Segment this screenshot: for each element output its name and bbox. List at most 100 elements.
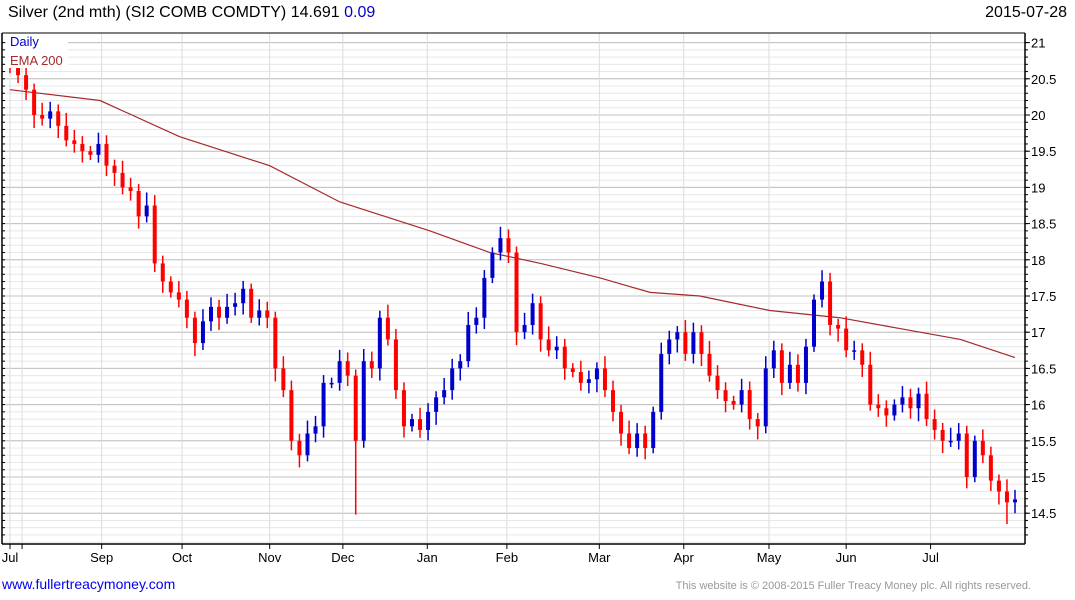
x-tick-label: Jul xyxy=(2,550,19,565)
candle-body xyxy=(273,317,278,369)
instrument-name: Silver (2nd mth) (SI2 COMB COMDTY) xyxy=(8,4,287,21)
candle xyxy=(168,276,173,298)
candle-body xyxy=(176,292,181,300)
candle-body xyxy=(128,187,133,192)
candle-body xyxy=(651,411,656,449)
candle-body xyxy=(884,408,889,416)
ema-200-line xyxy=(9,89,1016,359)
candle xyxy=(136,184,141,229)
candle-body xyxy=(667,339,672,354)
candle xyxy=(852,340,857,360)
candle xyxy=(699,325,704,367)
candle xyxy=(88,145,93,161)
candle xyxy=(932,409,937,440)
candle-body xyxy=(514,252,519,333)
candle xyxy=(192,311,197,357)
x-tick-label: Jun xyxy=(836,550,857,565)
candle-body xyxy=(393,339,398,391)
candle xyxy=(795,354,800,392)
candle xyxy=(530,293,535,335)
price-change: 0.09 xyxy=(344,4,376,21)
candle xyxy=(442,377,447,405)
candle xyxy=(723,382,728,413)
x-tick-label: Jan xyxy=(417,550,438,565)
candle-body xyxy=(803,346,808,383)
candle-body xyxy=(611,390,615,412)
candle xyxy=(393,329,398,399)
candle xyxy=(779,343,784,396)
candle xyxy=(32,83,37,129)
candle-body xyxy=(948,440,953,443)
candle xyxy=(747,381,752,430)
candle-body xyxy=(876,404,881,409)
candle xyxy=(586,370,591,394)
x-tick-label: Apr xyxy=(674,550,695,565)
candle xyxy=(112,159,117,186)
candle-body xyxy=(418,419,423,430)
y-tick-label: 15.5 xyxy=(1031,434,1056,449)
candle-body xyxy=(586,379,591,383)
candle xyxy=(892,399,897,421)
candle-body xyxy=(209,306,213,322)
x-tick-label: Nov xyxy=(258,550,282,565)
candle-body xyxy=(562,346,567,369)
candle xyxy=(176,281,181,308)
candle-body xyxy=(683,332,688,354)
candle xyxy=(160,255,165,293)
candle-body xyxy=(385,317,390,340)
candle-body xyxy=(168,281,173,293)
y-tick-label: 16.5 xyxy=(1031,361,1056,376)
candle xyxy=(635,423,640,457)
candle xyxy=(265,301,270,329)
candle xyxy=(152,195,157,273)
candle xyxy=(771,340,776,378)
y-tick-label: 19.5 xyxy=(1031,144,1056,159)
candle-body xyxy=(506,238,511,253)
candle xyxy=(755,412,760,440)
x-tick-label: Mar xyxy=(588,550,611,565)
candle xyxy=(980,429,985,464)
candle xyxy=(289,380,294,451)
candle xyxy=(611,380,615,422)
candle xyxy=(40,102,45,126)
candle xyxy=(546,326,551,357)
candle xyxy=(450,358,455,400)
candle-body xyxy=(361,361,366,441)
candle xyxy=(578,360,583,391)
candle-body xyxy=(48,111,53,119)
candle xyxy=(651,406,656,454)
candle-body xyxy=(787,364,792,383)
candle xyxy=(490,247,495,284)
candle xyxy=(313,415,318,443)
candle xyxy=(72,129,77,153)
candle-body xyxy=(570,368,575,373)
candle xyxy=(48,101,53,129)
candle xyxy=(257,299,262,326)
candle xyxy=(924,381,929,427)
y-tick-label: 18.5 xyxy=(1031,217,1056,232)
candle-body xyxy=(771,350,776,369)
candle xyxy=(836,318,841,342)
candle xyxy=(426,403,431,441)
candle xyxy=(273,311,278,382)
candle-body xyxy=(763,368,768,427)
candle-body xyxy=(755,419,760,427)
candle xyxy=(828,272,833,336)
candle xyxy=(956,423,961,450)
candle-body xyxy=(836,324,841,329)
candle-body xyxy=(812,299,816,347)
candle xyxy=(345,352,350,387)
y-tick-label: 15 xyxy=(1031,470,1045,485)
candle-body xyxy=(281,368,286,391)
candle-body xyxy=(450,368,455,391)
candle-body xyxy=(707,353,712,376)
candle xyxy=(418,407,423,438)
candle-body xyxy=(940,429,945,441)
candle xyxy=(715,365,720,399)
candle-body xyxy=(426,411,431,430)
candle xyxy=(820,270,825,308)
candle xyxy=(64,112,69,147)
candle-body xyxy=(305,433,310,456)
website-link[interactable]: www.fullertreacymoney.com xyxy=(2,576,176,592)
